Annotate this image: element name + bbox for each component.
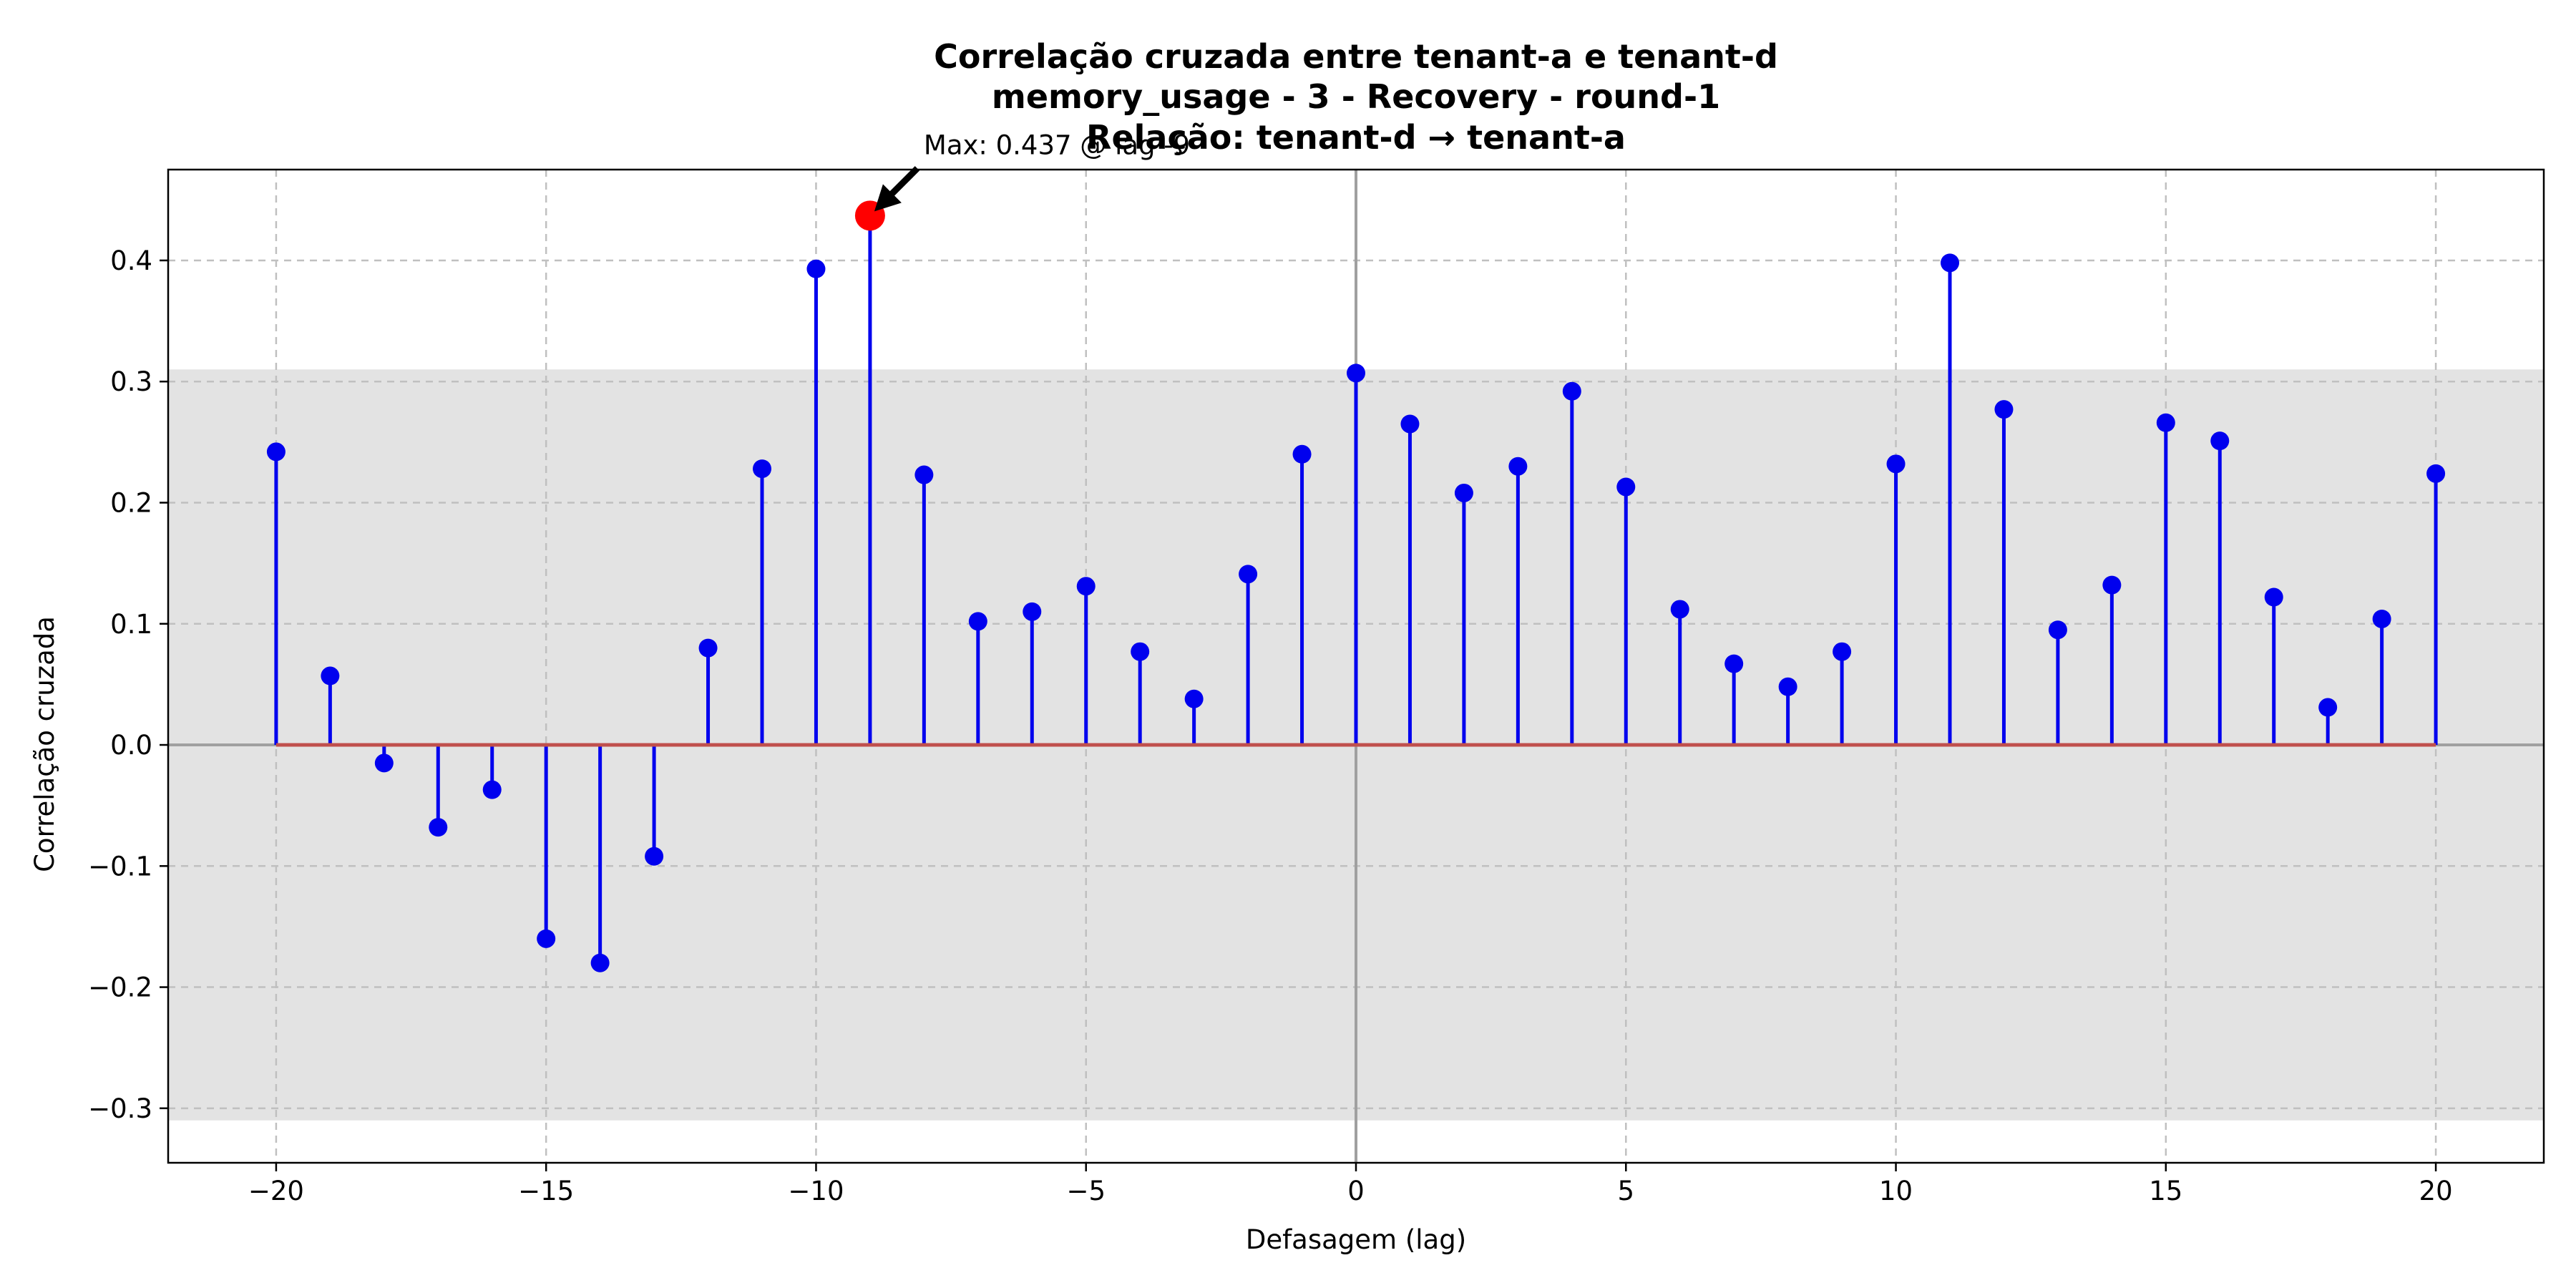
stem-marker	[2318, 698, 2338, 717]
stem-marker	[1508, 457, 1528, 476]
plot-area: Max: 0.437 @ lag -9 −20 −15 −10 −5 0 5 10 15 20 −0…	[88, 130, 2545, 1206]
stem-marker	[537, 929, 556, 948]
stem-marker	[2156, 413, 2175, 432]
chart-title-line-2: memory_usage - 3 - Recovery - round-1	[992, 77, 1720, 116]
x-tick-label: 20	[2419, 1176, 2453, 1206]
annotation-arrowhead	[874, 184, 902, 212]
stem-marker	[1616, 477, 1636, 497]
stem-marker	[1724, 654, 1744, 673]
max-annotation-label: Max: 0.437 @ lag -9	[924, 130, 1190, 160]
stem-marker	[968, 612, 987, 631]
x-tick-label: 15	[2149, 1176, 2182, 1206]
y-axis-label: Correlação cruzada	[29, 616, 60, 872]
stem-marker	[1239, 565, 1258, 584]
stem-marker	[2264, 587, 2283, 607]
stem-marker	[1023, 602, 1042, 621]
y-tick-label: −0.2	[88, 972, 152, 1003]
stem-marker	[1833, 642, 1852, 661]
stem-marker	[2102, 575, 2122, 595]
stem-marker	[1562, 381, 1581, 401]
x-tick-label: −5	[1066, 1176, 1106, 1206]
stem-marker	[1131, 642, 1150, 661]
y-tick-label: 0.0	[110, 730, 152, 761]
stem-marker	[753, 459, 771, 479]
stem-marker	[1184, 689, 1204, 708]
y-tick-label: −0.1	[88, 851, 152, 882]
x-tick-label: 0	[1347, 1176, 1365, 1206]
stem-marker	[645, 847, 664, 866]
stem-marker	[590, 953, 610, 972]
stem-marker	[806, 259, 826, 278]
stem-marker	[914, 465, 934, 484]
stem-marker	[2372, 609, 2391, 628]
stem-marker	[1454, 483, 1473, 502]
x-tick-label: −15	[518, 1176, 574, 1206]
annotation-arrow-shaft	[886, 166, 920, 200]
y-tick-label: 0.1	[110, 609, 152, 640]
stem-series	[266, 206, 2446, 972]
stem-marker	[1994, 400, 2014, 419]
x-tick-label: −10	[788, 1176, 844, 1206]
stem-marker	[482, 780, 502, 799]
stem-marker	[1400, 414, 1420, 434]
stem-marker	[1347, 364, 1365, 383]
stem-marker	[266, 442, 286, 462]
y-tick-label: 0.4	[110, 245, 152, 276]
chart-title-line-1: Correlação cruzada entre tenant-a e tena…	[934, 37, 1778, 76]
x-tick-label: 10	[1879, 1176, 1913, 1206]
stem-marker	[1941, 253, 1959, 273]
y-tick-label: −0.3	[88, 1093, 152, 1124]
stem-marker	[1778, 677, 1797, 696]
x-tick-label: −20	[248, 1176, 304, 1206]
chart-title-line-3: Relação: tenant-d → tenant-a	[1086, 118, 1626, 157]
chart-title: Correlação cruzada entre tenant-a e tena…	[934, 37, 1778, 157]
x-tick-label: 5	[1617, 1176, 1634, 1206]
stem-marker	[2210, 431, 2230, 451]
x-axis-label: Defasagem (lag)	[1246, 1224, 1466, 1255]
stem-marker	[1076, 577, 1096, 596]
stem-marker	[1292, 444, 1312, 464]
stem-marker	[698, 638, 718, 658]
y-tick-label: 0.3	[110, 366, 152, 397]
stem-marker	[321, 666, 340, 686]
stem-marker	[1886, 454, 1906, 474]
stem-marker	[2048, 620, 2067, 640]
stem-marker	[374, 753, 394, 773]
stem-marker	[429, 818, 448, 837]
stem-marker	[2426, 464, 2446, 483]
y-tick-label: 0.2	[110, 487, 152, 518]
stem-marker	[1670, 600, 1689, 619]
